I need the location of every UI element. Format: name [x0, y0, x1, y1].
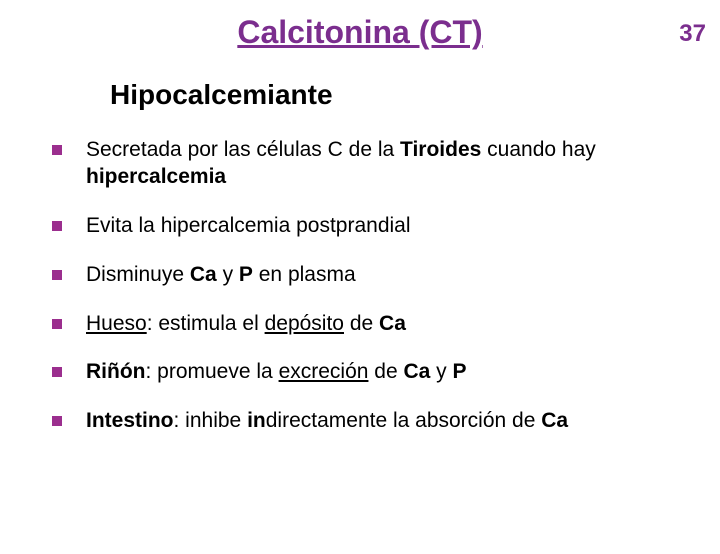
- slide-subheading: Hipocalcemiante: [110, 79, 333, 111]
- slide-title: Calcitonina (CT): [0, 14, 720, 51]
- list-item: Intestino: inhibe indirectamente la abso…: [52, 408, 650, 435]
- page-number: 37: [679, 20, 706, 48]
- list-item: Riñón: promueve la excreción de Ca y P: [52, 359, 650, 386]
- list-item: Evita la hipercalcemia postprandial: [52, 213, 650, 240]
- list-item: Secretada por las células C de la Tiroid…: [52, 137, 650, 191]
- list-item: Disminuye Ca y P en plasma: [52, 262, 650, 289]
- bullet-list: Secretada por las células C de la Tiroid…: [0, 137, 720, 435]
- list-item: Hueso: estimula el depósito de Ca: [52, 311, 650, 338]
